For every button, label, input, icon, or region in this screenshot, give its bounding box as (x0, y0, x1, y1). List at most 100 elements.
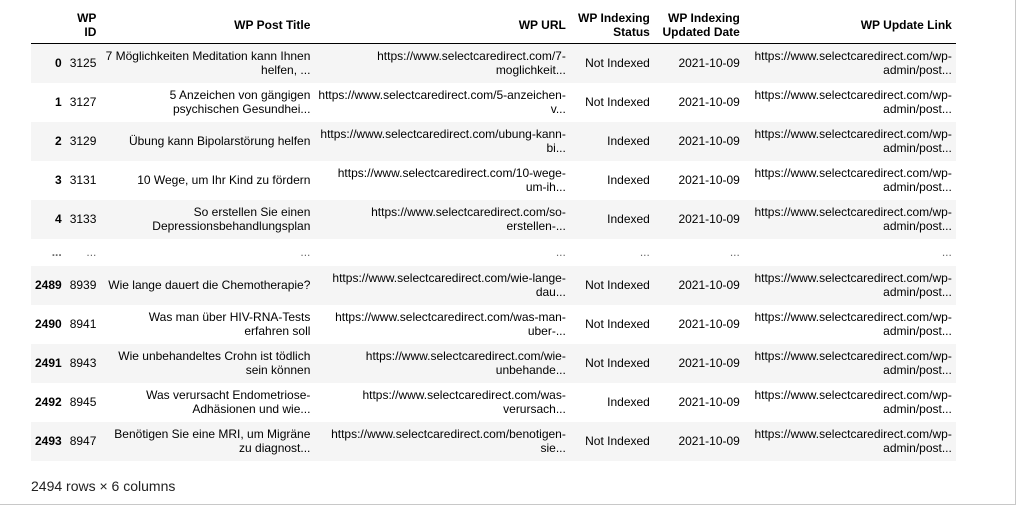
cell-update-link-line: admin/post... (883, 363, 952, 377)
table-row: 3 3131 10 Wege, um Ihr Kind zu fördern http… (31, 161, 956, 200)
cell-wp-url-line: ... (555, 245, 566, 259)
cell-wp-url-line: moglichkeit... (495, 63, 566, 78)
cell-wp-url-line: bi... (546, 141, 566, 155)
cell-update-link-line: https://www.selectcaredirect.com/wp- (754, 205, 952, 219)
cell-updated-date: 2021-10-09 (678, 173, 740, 187)
cell-wp-url: https://www.selectcaredirect.com/so-erst… (314, 200, 569, 239)
cell-wp-id: 3125 (69, 56, 97, 71)
column-header-line: Status (613, 25, 650, 39)
header-row: WP ID WP Post Title WP URL WP Indexing Status… (31, 7, 956, 44)
cell-post-title: 7 Möglichkeiten Meditation kann Ihnen hel… (100, 44, 314, 83)
column-header-line: WP Indexing (578, 11, 650, 25)
cell-wp-url-line: https://www.selectcaredirect.com/5-anzei… (318, 88, 566, 102)
cell-wp-url: https://www.selectcaredirect.com/benotig… (314, 422, 569, 461)
cell-wp-id: 8945 (69, 395, 97, 409)
cell-wp-id: 3131 (69, 173, 97, 187)
column-header-line: WP Post Title (234, 18, 311, 32)
cell-post-title: Übung kann Bipolarstörung helfen (100, 122, 314, 161)
row-index: 4 (55, 212, 62, 226)
column-header-line: WP Indexing (668, 11, 740, 25)
cell-indexing-status: Not Indexed (585, 317, 650, 331)
table-header: WP ID WP Post Title WP URL WP Indexing Status… (31, 7, 956, 44)
cell-update-link-line: https://www.selectcaredirect.com/wp- (754, 388, 952, 402)
cell-wp-url-line: dau... (535, 285, 566, 299)
cell-post-title-line: Adhäsionen und wie... (192, 402, 311, 416)
cell-indexing-status: Not Indexed (585, 434, 650, 448)
cell-updated-date: 2021-10-09 (678, 278, 740, 292)
cell-post-title: Benötigen Sie eine MRI, um Migräne zu dia… (100, 422, 314, 461)
cell-wp-url-line: verursach... (503, 402, 566, 416)
cell-update-link-line: https://www.selectcaredirect.com/wp- (754, 349, 952, 363)
cell-update-link-line: https://www.selectcaredirect.com/wp- (754, 127, 952, 141)
cell-indexing-status: ... (639, 245, 650, 259)
cell-updated-date: 2021-10-09 (678, 134, 740, 148)
table-body: 0 3125 7 Möglichkeiten Meditation kann Ihn… (31, 43, 956, 461)
cell-update-link: https://www.selectcaredirect.com/wp-admi… (744, 83, 956, 122)
column-header-wp-url: WP URL (314, 7, 570, 44)
cell-indexing-status: Indexed (607, 395, 650, 409)
cell-indexing-status: Indexed (607, 173, 650, 187)
cell-wp-url-line: https://www.selectcaredirect.com/benotig… (331, 427, 566, 441)
row-index: 3 (55, 173, 62, 187)
row-index: 2492 (35, 395, 62, 409)
column-header-line: WP URL (518, 18, 566, 32)
cell-updated-date: 2021-10-09 (678, 56, 740, 71)
cell-wp-url: ... (314, 239, 569, 266)
cell-wp-url-line: https://www.selectcaredirect.com/was-man… (335, 310, 566, 324)
row-index: 2489 (35, 278, 62, 292)
cell-indexing-status: Not Indexed (585, 95, 650, 109)
cell-update-link-line: https://www.selectcaredirect.com/wp- (754, 310, 952, 324)
table-shape-note: 2494 rows × 6 columns (31, 478, 176, 494)
table-row: 2491 8943 Wie unbehandeltes Crohn ist tödl… (31, 343, 956, 383)
cell-post-title: So erstellen Sie einen Depressionsbehandl… (100, 200, 314, 239)
cell-update-link-line: admin/post... (883, 441, 952, 455)
table-row: 4 3133 So erstellen Sie einen Depressionsbe… (31, 199, 956, 239)
column-header-wp-id: WP ID (65, 7, 101, 44)
cell-post-title-line: 5 Anzeichen von gängigen (169, 88, 311, 102)
cell-update-link-line: https://www.selectcaredirect.com/wp- (754, 49, 952, 64)
cell-post-title-line: psychischen Gesundhei... (172, 102, 311, 116)
cell-wp-id: 8941 (69, 317, 97, 331)
table-row: 2 3129 Übung kann Bipolarstörung helfen htt… (31, 121, 956, 161)
row-index: ... (51, 245, 62, 259)
cell-post-title: Wie lange dauert die Chemotherapie? (100, 266, 314, 305)
cell-update-link-line: admin/post... (883, 63, 952, 78)
cell-update-link-line: https://www.selectcaredirect.com/wp- (754, 166, 952, 180)
row-index: 2 (55, 134, 62, 148)
cell-update-link-line: admin/post... (883, 219, 952, 233)
cell-update-link-line: admin/post... (883, 402, 952, 416)
column-header-wp-post-title: WP Post Title (100, 7, 315, 44)
cell-update-link: https://www.selectcaredirect.com/wp-admi… (744, 266, 956, 305)
cell-update-link: https://www.selectcaredirect.com/wp-admi… (744, 344, 956, 383)
cell-wp-id: 3129 (69, 134, 97, 148)
cell-updated-date: 2021-10-09 (678, 434, 740, 448)
cell-wp-id: 8939 (69, 278, 97, 292)
cell-wp-url: https://www.selectcaredirect.com/10-wege… (314, 161, 569, 200)
cell-wp-url: https://www.selectcaredirect.com/wie-unb… (314, 344, 569, 383)
cell-wp-id: 8943 (69, 356, 97, 370)
table-row: 2492 8945 Was verursacht Endometriose- Adhä… (31, 383, 956, 422)
cell-wp-url: https://www.selectcaredirect.com/wie-lan… (314, 266, 569, 305)
table-row: 1 3127 5 Anzeichen von gängigen psychischen… (31, 83, 956, 122)
row-index: 1 (55, 95, 62, 109)
cell-indexing-status: Not Indexed (585, 356, 650, 370)
cell-post-title: 5 Anzeichen von gängigen psychischen Gesu… (100, 83, 314, 122)
cell-update-link-line: https://www.selectcaredirect.com/wp- (754, 88, 952, 102)
cell-updated-date: 2021-10-09 (678, 212, 740, 226)
cell-post-title-line: So erstellen Sie einen (193, 205, 311, 219)
cell-updated-date: ... (729, 245, 740, 259)
cell-update-link: https://www.selectcaredirect.com/wp-admi… (744, 161, 956, 200)
cell-wp-id: ... (86, 245, 97, 259)
cell-wp-url-line: https://www.selectcaredirect.com/was- (362, 388, 566, 402)
cell-wp-url-line: um-ih... (525, 180, 566, 194)
cell-wp-id: 3133 (69, 212, 97, 226)
column-header-index (31, 7, 66, 44)
cell-post-title-line: Was verursacht Endometriose- (146, 388, 311, 402)
cell-post-title-line: Übung kann Bipolarstörung helfen (128, 134, 311, 148)
cell-post-title-line: 10 Wege, um Ihr Kind zu fördern (137, 173, 311, 187)
cell-post-title-line: Benötigen Sie eine MRI, um Migräne (114, 427, 311, 441)
cell-update-link-line: admin/post... (883, 141, 952, 155)
cell-post-title-line: helfen, ... (261, 63, 311, 78)
cell-update-link: https://www.selectcaredirect.com/wp-admi… (744, 122, 956, 161)
